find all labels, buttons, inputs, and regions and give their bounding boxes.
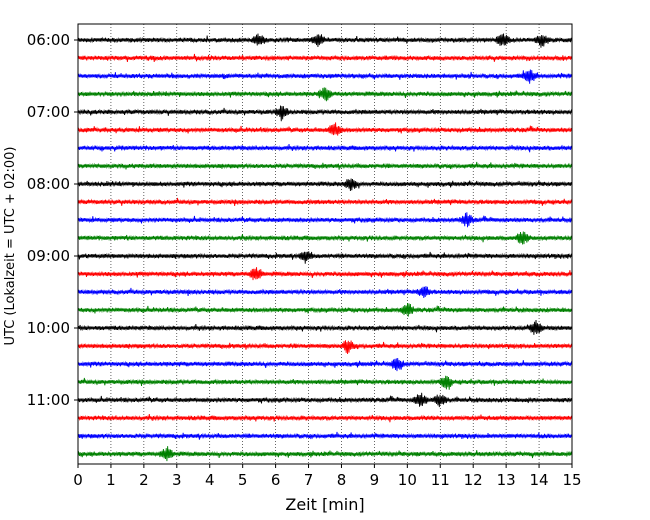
trace-1130 [77,431,573,440]
trace-0945 [77,303,573,317]
y-tick-label: 09:00 [27,247,70,265]
x-tick-label: 11 [431,471,450,489]
trace-0915 [77,267,573,281]
trace-0730 [77,143,573,153]
trace-0600 [77,33,573,48]
trace-1015 [77,340,573,354]
y-tick-label: 11:00 [27,391,70,409]
trace-0745 [77,161,573,170]
trace-0830 [77,212,573,228]
plot-frame [77,23,573,465]
x-tick-label: 12 [464,471,483,489]
trace-1115 [77,413,573,423]
trace-1145 [77,446,573,462]
y-tick-label: 10:00 [27,319,70,337]
x-tick-label: 13 [497,471,516,489]
x-tick-label: 7 [304,471,314,489]
trace-1100 [77,392,573,408]
x-tick-label: 10 [398,471,417,489]
x-axis-ticks: 0 1 2 3 4 5 6 7 8 9 10 11 12 13 14 15 [73,464,582,489]
x-tick-label: 6 [271,471,281,489]
x-tick-label: 5 [238,471,248,489]
y-axis-ticks: 06:00 07:00 08:00 09:00 10:00 11:00 [27,31,78,409]
y-axis-label: UTC (Lokalzeit = UTC + 02:00) [3,147,18,346]
trace-0715 [77,122,573,136]
y-tick-label: 08:00 [27,175,70,193]
trace-1030 [77,358,573,372]
x-tick-label: 8 [337,471,347,489]
x-tick-label: 2 [139,471,149,489]
trace-0645 [77,87,573,102]
y-tick-label: 07:00 [27,103,70,121]
trace-0615 [77,53,573,63]
trace-0845 [77,231,573,245]
x-tick-label: 0 [73,471,83,489]
trace-0900 [77,251,573,264]
seismic-traces [77,33,573,462]
x-tick-label: 9 [370,471,380,489]
trace-0630 [77,69,573,84]
trace-0700 [77,105,573,122]
x-tick-label: 15 [562,471,581,489]
x-axis-label: Zeit [min] [285,495,364,514]
trace-0800 [77,178,573,192]
trace-1000 [77,320,573,335]
x-tick-label: 1 [106,471,116,489]
trace-1045 [77,375,573,390]
x-tick-label: 3 [172,471,182,489]
trace-0930 [77,286,573,298]
x-tick-label: 4 [205,471,215,489]
vertical-grid [110,24,540,464]
y-tick-label: 06:00 [27,31,70,49]
x-tick-label: 14 [530,471,549,489]
trace-0815 [77,197,573,206]
